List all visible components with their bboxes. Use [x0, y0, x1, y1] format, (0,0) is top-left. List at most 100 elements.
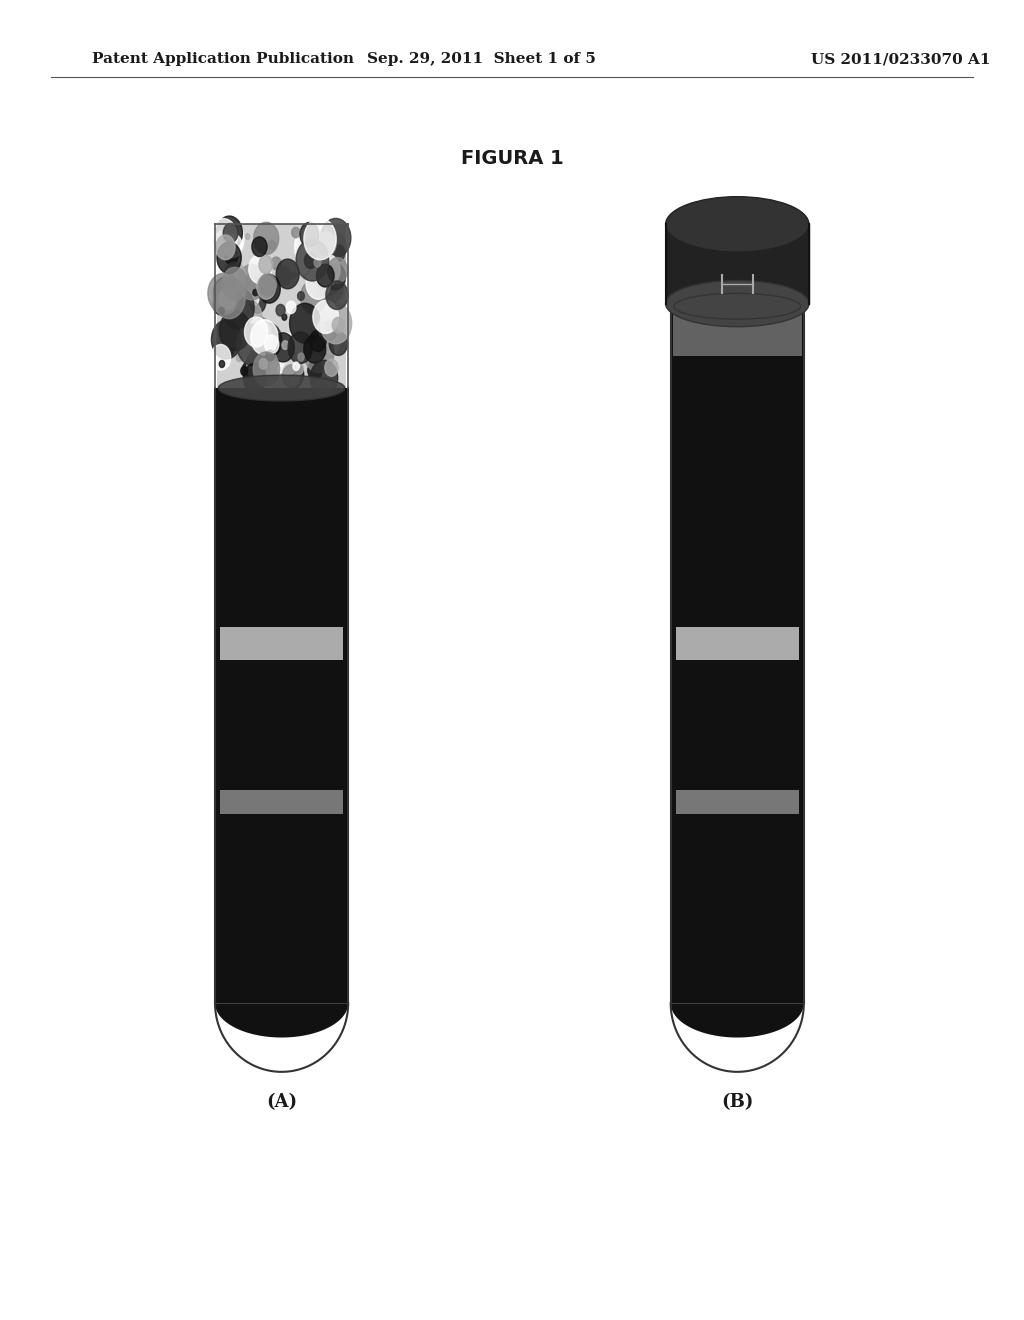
Circle shape [213, 294, 229, 315]
Text: Patent Application Publication: Patent Application Publication [92, 53, 354, 66]
Circle shape [246, 351, 269, 381]
Circle shape [293, 362, 299, 371]
Circle shape [282, 314, 287, 321]
Circle shape [282, 341, 289, 350]
Circle shape [234, 300, 262, 335]
Circle shape [312, 238, 326, 255]
Circle shape [324, 246, 345, 275]
Circle shape [330, 331, 347, 355]
Circle shape [309, 330, 327, 351]
Circle shape [304, 218, 336, 260]
Circle shape [209, 243, 233, 275]
Circle shape [310, 360, 338, 396]
Circle shape [271, 333, 294, 362]
Circle shape [297, 260, 308, 275]
Circle shape [271, 257, 282, 269]
Circle shape [216, 216, 243, 249]
Circle shape [325, 234, 346, 260]
Circle shape [214, 231, 230, 252]
Circle shape [217, 289, 237, 314]
Polygon shape [666, 224, 809, 304]
Circle shape [209, 219, 238, 255]
Polygon shape [220, 789, 343, 813]
Polygon shape [673, 304, 802, 356]
Ellipse shape [666, 197, 809, 252]
Circle shape [247, 345, 278, 384]
Circle shape [264, 335, 279, 354]
Circle shape [288, 331, 312, 363]
Circle shape [232, 304, 238, 310]
Circle shape [246, 234, 250, 239]
Circle shape [237, 354, 243, 362]
Circle shape [239, 264, 265, 300]
Text: FIGURA 1: FIGURA 1 [461, 149, 563, 168]
Circle shape [325, 264, 345, 290]
Circle shape [224, 247, 238, 264]
Circle shape [295, 227, 325, 265]
Circle shape [211, 321, 242, 359]
Circle shape [304, 334, 334, 372]
Circle shape [328, 257, 347, 284]
Circle shape [213, 277, 245, 318]
Circle shape [222, 268, 248, 300]
Circle shape [244, 363, 266, 392]
Circle shape [212, 218, 244, 259]
Circle shape [298, 292, 304, 301]
Circle shape [321, 218, 351, 257]
Circle shape [324, 277, 338, 296]
Polygon shape [215, 1003, 348, 1038]
Circle shape [251, 319, 278, 355]
Circle shape [276, 267, 291, 285]
Polygon shape [217, 224, 346, 388]
Circle shape [316, 264, 334, 286]
Circle shape [324, 334, 340, 354]
Circle shape [276, 259, 299, 289]
Circle shape [271, 333, 303, 375]
Circle shape [253, 289, 258, 296]
Circle shape [257, 276, 275, 300]
Circle shape [252, 236, 267, 256]
Circle shape [304, 252, 316, 268]
Ellipse shape [674, 293, 801, 319]
Circle shape [323, 321, 337, 341]
Circle shape [213, 277, 237, 308]
Circle shape [219, 310, 251, 351]
Circle shape [300, 223, 318, 247]
Circle shape [254, 272, 276, 301]
Circle shape [321, 304, 351, 343]
Polygon shape [671, 306, 804, 1003]
Circle shape [217, 242, 242, 273]
Circle shape [314, 259, 321, 267]
Circle shape [317, 232, 336, 256]
Circle shape [219, 360, 224, 367]
Ellipse shape [218, 375, 345, 401]
Circle shape [254, 222, 279, 255]
Circle shape [319, 279, 333, 297]
Polygon shape [676, 627, 799, 660]
Circle shape [228, 275, 234, 282]
Circle shape [298, 352, 304, 360]
Circle shape [211, 345, 230, 370]
Circle shape [296, 239, 329, 281]
Circle shape [245, 362, 266, 389]
Circle shape [242, 362, 255, 378]
Circle shape [254, 322, 282, 359]
Circle shape [222, 286, 254, 329]
Circle shape [223, 223, 238, 243]
Circle shape [316, 269, 343, 304]
Circle shape [249, 255, 271, 284]
Circle shape [219, 308, 224, 314]
Circle shape [321, 327, 330, 339]
Circle shape [306, 268, 331, 300]
Circle shape [333, 246, 345, 261]
Circle shape [283, 360, 304, 388]
Ellipse shape [666, 281, 809, 327]
Circle shape [292, 227, 300, 238]
Polygon shape [220, 627, 343, 660]
Circle shape [326, 281, 348, 309]
Circle shape [316, 255, 340, 285]
Polygon shape [215, 388, 348, 1003]
Circle shape [317, 343, 327, 355]
Circle shape [276, 305, 285, 315]
Polygon shape [671, 1003, 804, 1038]
